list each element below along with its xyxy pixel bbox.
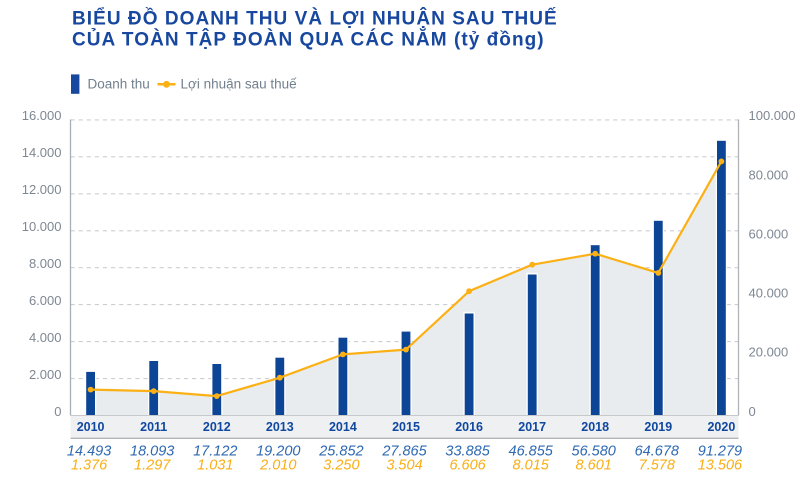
svg-text:12.000: 12.000 (22, 182, 62, 197)
svg-text:14.493: 14.493 (67, 443, 111, 459)
svg-text:18.093: 18.093 (130, 443, 174, 459)
svg-text:2013: 2013 (266, 420, 294, 434)
svg-text:46.855: 46.855 (509, 443, 554, 459)
svg-text:2015: 2015 (392, 420, 420, 434)
svg-text:20.000: 20.000 (749, 345, 789, 360)
svg-text:3.250: 3.250 (323, 458, 359, 474)
svg-text:Doanh thu: Doanh thu (88, 77, 150, 92)
svg-text:6.000: 6.000 (29, 293, 62, 308)
svg-text:2014: 2014 (329, 420, 357, 434)
svg-text:91.279: 91.279 (698, 443, 742, 459)
svg-text:3.504: 3.504 (386, 458, 422, 474)
svg-text:2.010: 2.010 (259, 458, 296, 474)
svg-text:2019: 2019 (644, 420, 672, 434)
svg-text:BIỂU ĐỒ DOANH THU VÀ LỢI NHUẬN: BIỂU ĐỒ DOANH THU VÀ LỢI NHUẬN SAU THUẾ (72, 8, 558, 30)
svg-text:33.885: 33.885 (445, 443, 490, 459)
svg-text:2018: 2018 (581, 420, 609, 434)
svg-text:2011: 2011 (140, 420, 167, 434)
svg-text:0: 0 (54, 404, 61, 419)
svg-text:8.000: 8.000 (29, 256, 62, 271)
svg-text:2020: 2020 (707, 420, 735, 434)
svg-text:7.578: 7.578 (639, 458, 675, 474)
svg-text:13.506: 13.506 (698, 458, 743, 474)
svg-text:6.606: 6.606 (449, 458, 486, 474)
svg-text:2010: 2010 (77, 420, 105, 434)
svg-text:2012: 2012 (203, 420, 231, 434)
svg-text:8.015: 8.015 (513, 458, 550, 474)
svg-text:16.000: 16.000 (22, 108, 62, 123)
svg-text:17.122: 17.122 (193, 443, 237, 459)
svg-text:Lợi nhuận sau thuế: Lợi nhuận sau thuế (181, 77, 298, 92)
svg-text:1.376: 1.376 (71, 458, 108, 474)
svg-text:80.000: 80.000 (749, 167, 789, 182)
svg-text:CỦA TOÀN TẬP ĐOÀN QUA CÁC NĂM: CỦA TOÀN TẬP ĐOÀN QUA CÁC NĂM (tỷ đồng) (72, 28, 545, 50)
svg-text:2017: 2017 (518, 420, 546, 434)
svg-text:25.852: 25.852 (318, 443, 363, 459)
svg-text:40.000: 40.000 (749, 286, 789, 301)
svg-text:8.601: 8.601 (576, 458, 612, 474)
svg-text:0: 0 (749, 404, 756, 419)
svg-text:1.297: 1.297 (134, 458, 171, 474)
svg-text:60.000: 60.000 (749, 226, 789, 241)
svg-text:4.000: 4.000 (29, 330, 62, 345)
svg-text:27.865: 27.865 (381, 443, 427, 459)
svg-text:64.678: 64.678 (635, 443, 679, 459)
svg-text:14.000: 14.000 (22, 145, 62, 160)
svg-text:56.580: 56.580 (572, 443, 616, 459)
svg-text:10.000: 10.000 (22, 219, 62, 234)
svg-text:2016: 2016 (455, 420, 483, 434)
svg-text:1.031: 1.031 (197, 458, 233, 474)
svg-text:2.000: 2.000 (29, 367, 62, 382)
svg-text:100.000: 100.000 (749, 108, 796, 123)
svg-text:19.200: 19.200 (256, 443, 300, 459)
